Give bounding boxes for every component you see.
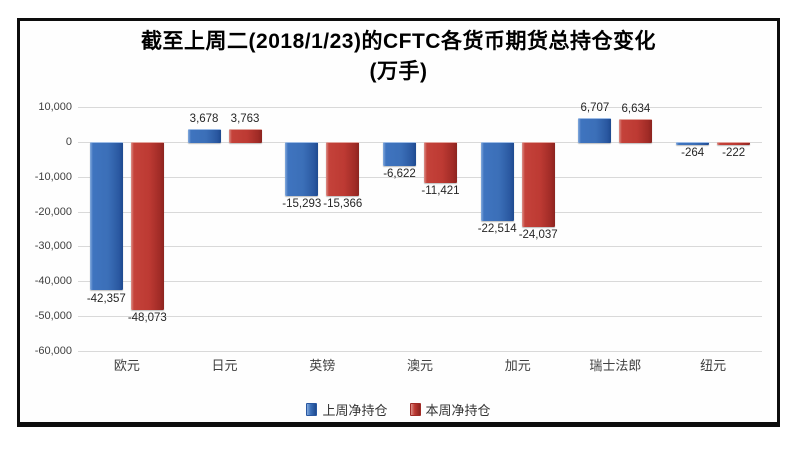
gridline — [78, 246, 762, 248]
bar-this-week — [717, 141, 751, 145]
bar-value-label: -15,366 — [323, 198, 363, 211]
bar-this-week — [619, 118, 653, 143]
bar-value-label: -6,622 — [383, 167, 416, 180]
y-axis-tick-label: -30,000 — [34, 240, 72, 253]
plot-area: 10,000 0 -10,000 -20,000 -30,000 -40,000 -50,0… — [20, 21, 777, 422]
gridline — [78, 141, 762, 143]
bar-last-week — [578, 118, 612, 143]
y-axis-tick-label: 0 — [65, 135, 72, 148]
category-label: 欧元 — [113, 358, 140, 373]
legend-item-this-week: 本周净持仓 — [409, 400, 491, 419]
y-axis-tick-label: 10,000 — [38, 101, 72, 113]
category-label: 纽元 — [700, 358, 727, 373]
gridline — [78, 211, 762, 213]
category-label: 日元 — [211, 358, 238, 373]
bar-this-week — [130, 141, 164, 311]
bar-last-week — [383, 141, 416, 166]
legend: 上周净持仓 本周净持仓 — [20, 400, 777, 419]
bar-this-week — [326, 141, 360, 197]
bar-value-label: 6,634 — [621, 102, 651, 115]
bar-value-label: 3,763 — [230, 112, 260, 125]
bar-last-week — [89, 141, 123, 291]
bar-this-week — [228, 128, 262, 143]
legend-swatch-this-week-icon — [409, 403, 421, 416]
bar-value-label: -22,514 — [477, 223, 517, 236]
chart-title-block: 截至上周二(2018/1/23)的CFTC各货币期货总持仓变化 (万手) — [20, 27, 777, 87]
chart-title: 截至上周二(2018/1/23)的CFTC各货币期货总持仓变化 — [141, 30, 656, 53]
y-axis-tick-label: -40,000 — [34, 275, 72, 288]
legend-label: 上周净持仓 — [322, 403, 388, 418]
gridline — [78, 107, 762, 108]
bar-last-week — [676, 141, 710, 145]
gridline — [78, 176, 762, 178]
bar-value-label: 6,707 — [580, 102, 610, 115]
category-label: 加元 — [504, 358, 531, 373]
category-label: 英镑 — [309, 358, 336, 373]
gridline — [78, 316, 762, 318]
bar-value-label: -42,357 — [86, 292, 126, 305]
chart-frame: 截至上周二(2018/1/23)的CFTC各货币期货总持仓变化 (万手) 10,… — [17, 18, 780, 427]
bar-value-label: -11,421 — [421, 184, 460, 197]
bar-this-week — [424, 141, 457, 183]
bar-this-week — [521, 141, 555, 227]
legend-swatch-last-week-icon — [306, 403, 318, 416]
bar-value-label: 3,678 — [189, 113, 219, 126]
bar-value-label: -48,073 — [127, 312, 167, 325]
legend-label: 本周净持仓 — [425, 403, 491, 418]
chart-subtitle: (万手) — [369, 60, 428, 83]
bar-value-label: -15,293 — [282, 198, 322, 211]
y-axis-tick-label: -50,000 — [34, 310, 72, 323]
bar-last-week — [480, 141, 514, 222]
category-label: 澳元 — [406, 358, 433, 373]
bar-value-label: -264 — [681, 146, 705, 159]
bar-value-label: -24,037 — [518, 228, 558, 241]
legend-item-last-week: 上周净持仓 — [306, 400, 388, 419]
y-axis-tick-label: -60,000 — [34, 344, 72, 357]
gridline — [78, 281, 762, 283]
bar-value-label: -222 — [722, 146, 746, 159]
gridline — [78, 350, 762, 352]
bar-last-week — [187, 129, 221, 143]
category-label: 瑞士法郎 — [589, 358, 642, 373]
y-axis-tick-label: -10,000 — [34, 170, 72, 183]
bar-last-week — [285, 141, 319, 197]
y-axis-tick-label: -20,000 — [34, 205, 72, 218]
